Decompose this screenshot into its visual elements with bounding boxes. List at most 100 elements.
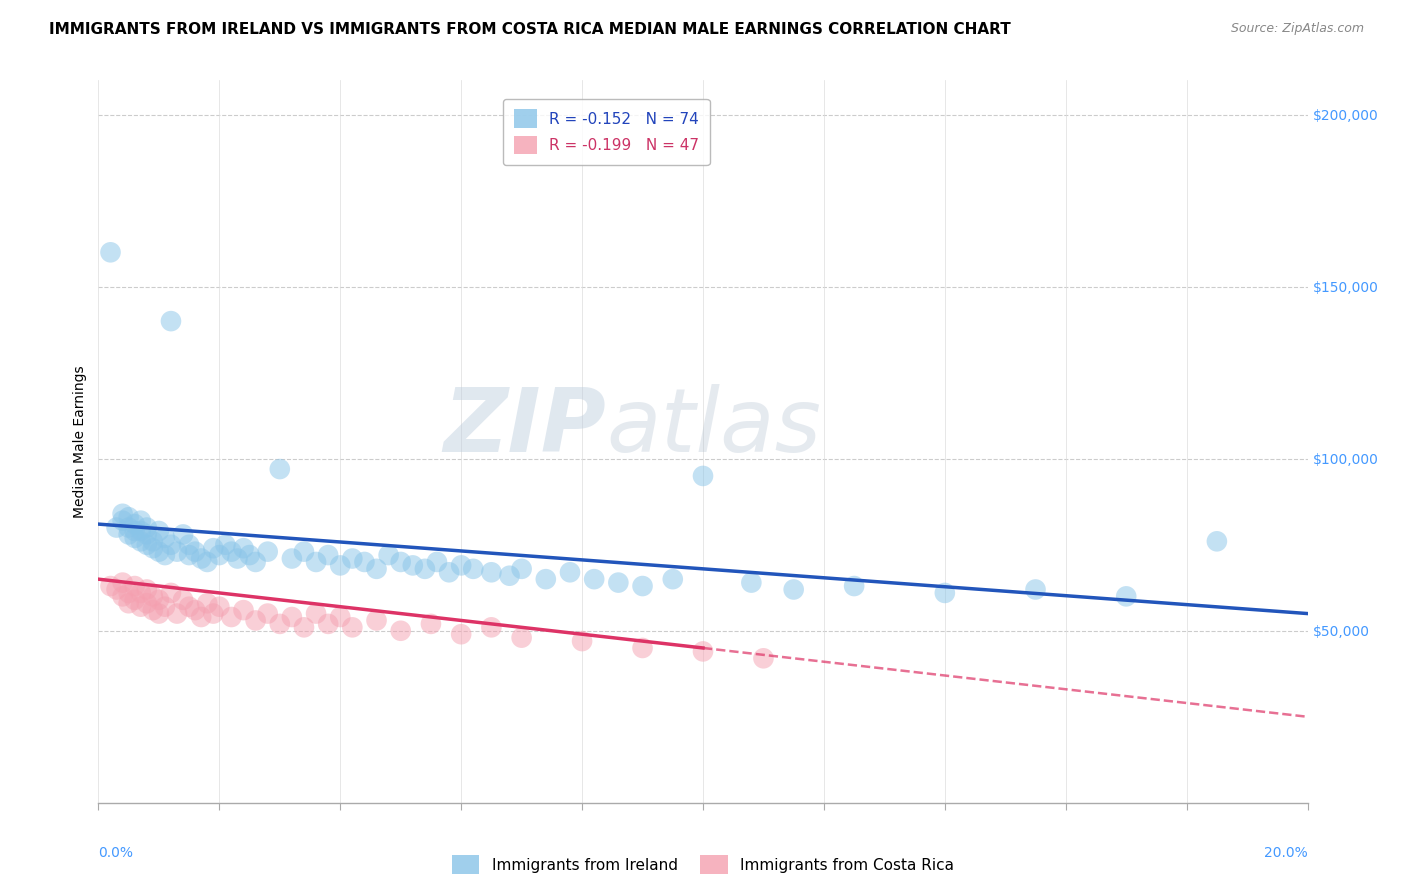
Point [221, 610, 243, 624]
Point [118, 510, 141, 524]
Point [111, 507, 134, 521]
Point [129, 586, 152, 600]
Point [118, 596, 141, 610]
Point [179, 538, 201, 552]
Point [129, 534, 152, 549]
Point [214, 538, 236, 552]
Y-axis label: Median Male Earnings: Median Male Earnings [73, 365, 87, 518]
Point [481, 620, 503, 634]
Point [202, 541, 225, 556]
Point [190, 610, 212, 624]
Point [184, 603, 207, 617]
Point [135, 538, 157, 552]
Point [389, 624, 412, 638]
Text: ZIP: ZIP [443, 384, 606, 471]
Point [366, 562, 388, 576]
Point [292, 544, 315, 558]
Point [450, 558, 472, 573]
Point [1024, 582, 1046, 597]
Point [463, 562, 485, 576]
Point [389, 555, 412, 569]
Point [281, 610, 304, 624]
Point [329, 558, 352, 573]
Point [153, 599, 176, 614]
Point [148, 592, 170, 607]
Point [195, 555, 218, 569]
Point [305, 555, 328, 569]
Point [124, 592, 146, 607]
Point [160, 538, 183, 552]
Point [160, 314, 183, 328]
Point [190, 551, 212, 566]
Point [105, 520, 128, 534]
Point [226, 551, 249, 566]
Point [377, 548, 399, 562]
Point [342, 620, 364, 634]
Point [1115, 590, 1137, 604]
Point [153, 531, 176, 545]
Point [195, 596, 218, 610]
Point [148, 544, 170, 558]
Point [148, 524, 170, 538]
Point [124, 517, 146, 532]
Point [281, 551, 304, 566]
Point [118, 586, 141, 600]
Point [305, 607, 328, 621]
Point [118, 520, 141, 534]
Point [111, 575, 134, 590]
Point [269, 462, 291, 476]
Point [135, 596, 157, 610]
Point [111, 590, 134, 604]
Point [510, 562, 533, 576]
Point [142, 590, 165, 604]
Point [239, 548, 262, 562]
Point [783, 582, 806, 597]
Point [124, 524, 146, 538]
Point [124, 531, 146, 545]
Point [202, 607, 225, 621]
Point [100, 245, 122, 260]
Point [184, 544, 207, 558]
Point [153, 548, 176, 562]
Point [135, 520, 157, 534]
Point [142, 541, 165, 556]
Point [631, 579, 654, 593]
Point [142, 603, 165, 617]
Point [221, 544, 243, 558]
Point [329, 610, 352, 624]
Point [437, 566, 460, 580]
Legend: R = -0.152   N = 74, R = -0.199   N = 47: R = -0.152 N = 74, R = -0.199 N = 47 [503, 99, 710, 165]
Point [583, 572, 606, 586]
Point [135, 582, 157, 597]
Point [426, 555, 449, 569]
Point [172, 592, 194, 607]
Text: 0.0%: 0.0% [98, 847, 134, 860]
Point [420, 616, 443, 631]
Point [256, 607, 278, 621]
Point [135, 527, 157, 541]
Point [208, 599, 231, 614]
Point [740, 575, 762, 590]
Point [179, 599, 201, 614]
Point [692, 644, 714, 658]
Point [607, 575, 630, 590]
Point [1206, 534, 1229, 549]
Point [316, 548, 339, 562]
Point [292, 620, 315, 634]
Point [172, 527, 194, 541]
Point [450, 627, 472, 641]
Point [498, 568, 520, 582]
Point [118, 527, 141, 541]
Point [232, 603, 254, 617]
Point [934, 586, 956, 600]
Text: IMMIGRANTS FROM IRELAND VS IMMIGRANTS FROM COSTA RICA MEDIAN MALE EARNINGS CORRE: IMMIGRANTS FROM IRELAND VS IMMIGRANTS FR… [49, 22, 1011, 37]
Point [124, 579, 146, 593]
Point [129, 599, 152, 614]
Point [402, 558, 425, 573]
Point [129, 514, 152, 528]
Point [179, 548, 201, 562]
Point [166, 607, 188, 621]
Point [353, 555, 375, 569]
Point [129, 524, 152, 538]
Point [160, 586, 183, 600]
